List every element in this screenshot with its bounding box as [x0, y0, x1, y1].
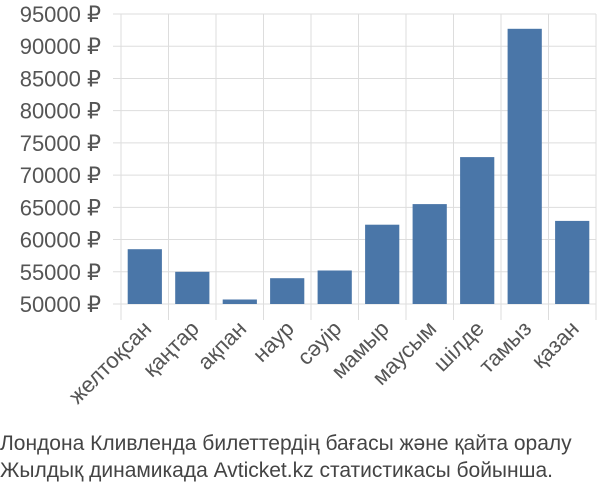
y-tick-label: 65000 ₽	[20, 195, 101, 220]
y-tick-label: 90000 ₽	[20, 34, 101, 59]
bar	[127, 249, 162, 304]
bar-series	[127, 28, 590, 305]
y-tick-label: 80000 ₽	[20, 99, 101, 124]
bar	[555, 220, 590, 304]
x-tick-label: қазан	[526, 316, 583, 373]
y-tick-label: 75000 ₽	[20, 131, 101, 156]
bar	[365, 224, 400, 304]
grid-layer	[113, 13, 597, 320]
bar	[460, 157, 495, 304]
y-axis: 50000 ₽ 55000 ₽ 60000 ₽ 65000 ₽ 70000 ₽ 75000…	[20, 2, 101, 317]
x-tick-label: тамыз	[474, 316, 536, 378]
y-tick-label: 50000 ₽	[20, 292, 101, 317]
chart-caption-line-1: Лондона Кливленда билеттердің бағасы жән…	[0, 432, 572, 455]
y-tick-label: 55000 ₽	[20, 260, 101, 285]
x-axis: желтоқсанқаңтарақпаннаурсәуірмамырмаусым…	[64, 316, 584, 409]
bar	[222, 299, 257, 304]
chart-caption-line-2: Жылдық динамикада Avticket.kz статистика…	[0, 459, 553, 482]
y-tick-label: 95000 ₽	[20, 2, 101, 27]
bar-chart: 50000 ₽ 55000 ₽ 60000 ₽ 65000 ₽ 70000 ₽ 75000…	[20, 2, 597, 409]
bar	[317, 270, 352, 304]
bar	[270, 278, 305, 304]
bar	[507, 28, 542, 305]
x-tick-label: ақпан	[192, 316, 251, 375]
y-tick-label: 70000 ₽	[20, 163, 101, 188]
bar	[175, 271, 210, 304]
x-tick-label: наур	[248, 316, 299, 367]
y-tick-label: 85000 ₽	[20, 66, 101, 91]
y-tick-label: 60000 ₽	[20, 228, 101, 253]
bar	[412, 204, 447, 304]
